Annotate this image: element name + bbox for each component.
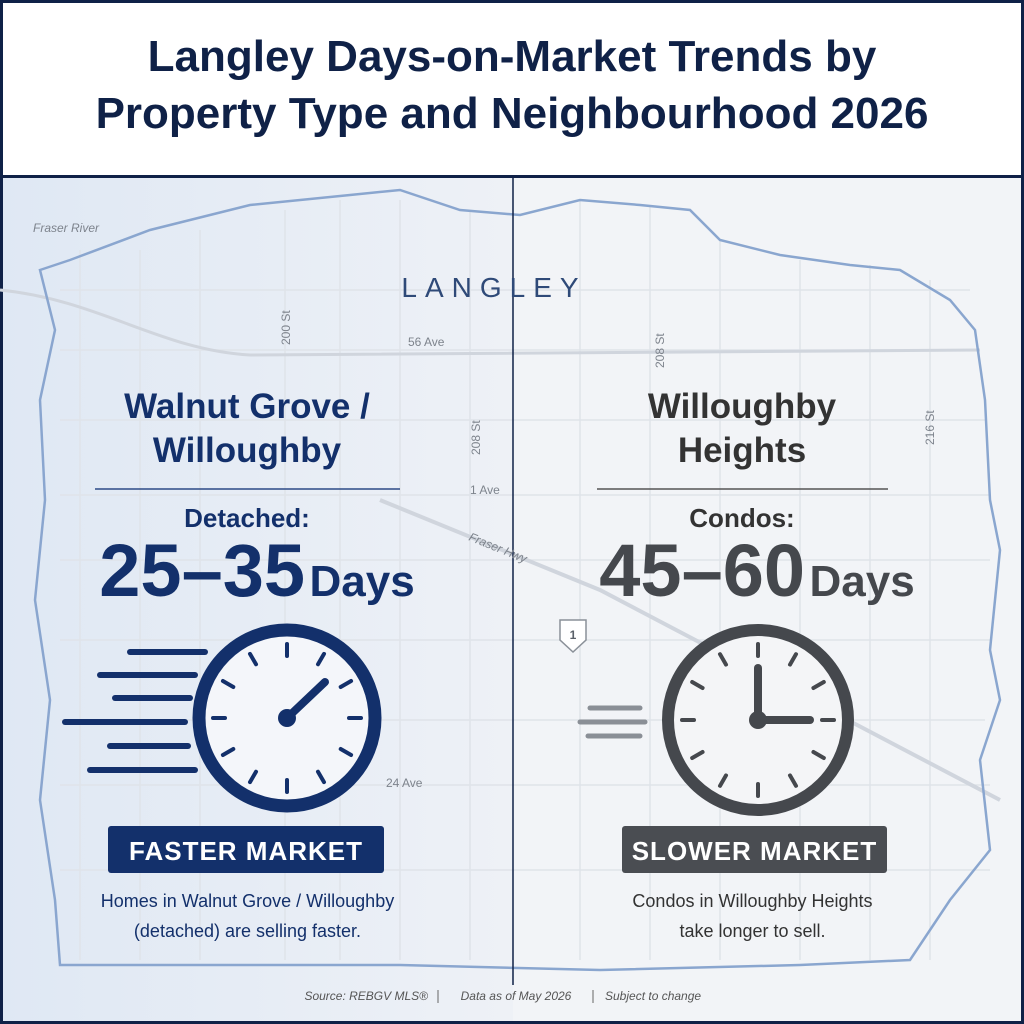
street-label: 1 Ave xyxy=(470,483,500,497)
street-label: 200 St xyxy=(279,310,293,345)
clock-tick xyxy=(690,750,705,760)
title-box xyxy=(0,0,1024,178)
street-label: 216 St xyxy=(923,410,937,445)
badge-bg xyxy=(108,826,384,873)
date: Data as of May 2026 xyxy=(460,989,572,1003)
clock-tick xyxy=(811,680,826,690)
clock-ticks xyxy=(680,642,836,798)
disclaimer: Subject to change xyxy=(605,989,702,1003)
clock-tick xyxy=(788,773,798,788)
clock-tick xyxy=(338,747,354,757)
title: Langley Days-on-Market Trends by Propert… xyxy=(95,32,929,138)
highway-shield xyxy=(559,619,587,654)
left-panel-bg xyxy=(0,178,513,1024)
clock-tick xyxy=(690,680,705,690)
highway-number: 1 xyxy=(570,628,577,642)
badge-bg xyxy=(622,826,887,873)
clock-tick xyxy=(788,652,798,667)
clock-tick xyxy=(220,679,236,689)
badge: FASTER MARKET xyxy=(129,836,363,866)
unit: Days xyxy=(309,557,415,606)
note: Condos in Willoughby Heights take longer… xyxy=(632,891,873,941)
clock-tick xyxy=(220,747,236,757)
fast-clock xyxy=(192,623,382,813)
clock-tick xyxy=(718,652,728,667)
street-grid xyxy=(0,200,1001,960)
range: 45–60 xyxy=(599,529,806,612)
property-type: Detached: xyxy=(184,503,310,533)
clock-tick xyxy=(248,651,258,667)
clock-tick xyxy=(248,769,258,785)
note: Homes in Walnut Grove / Willoughby (deta… xyxy=(100,891,395,941)
neighbourhood: Willoughby Heights xyxy=(647,387,837,470)
clock-tick xyxy=(718,773,728,788)
region-label: LANGLEY xyxy=(401,272,586,303)
clock-ticks xyxy=(211,642,363,794)
street-label: 24 Ave xyxy=(386,776,423,790)
street-label: 208 St xyxy=(653,333,667,368)
street-label: 56 Ave xyxy=(408,335,445,349)
unit: Days xyxy=(809,557,915,606)
speed-lines xyxy=(62,649,208,773)
clock-tick xyxy=(811,750,826,760)
badge: SLOWER MARKET xyxy=(631,836,878,866)
map-outline xyxy=(33,188,1002,972)
neighbourhood: Walnut Grove / Willoughby xyxy=(124,387,370,470)
clock-tick xyxy=(316,769,326,785)
slow-clock xyxy=(662,624,854,816)
property-type: Condos: xyxy=(689,503,795,533)
river-label: Fraser River xyxy=(33,221,100,235)
source: Source: REBGV MLS® xyxy=(304,989,428,1003)
street-label: 208 St xyxy=(469,420,483,455)
speed-lines xyxy=(577,705,648,739)
days-range: 25–35 Days xyxy=(57,528,457,613)
range: 25–35 xyxy=(99,529,306,612)
days-range: 45–60 Days xyxy=(557,528,957,613)
clock-tick xyxy=(338,679,354,689)
clock-tick xyxy=(316,651,326,667)
